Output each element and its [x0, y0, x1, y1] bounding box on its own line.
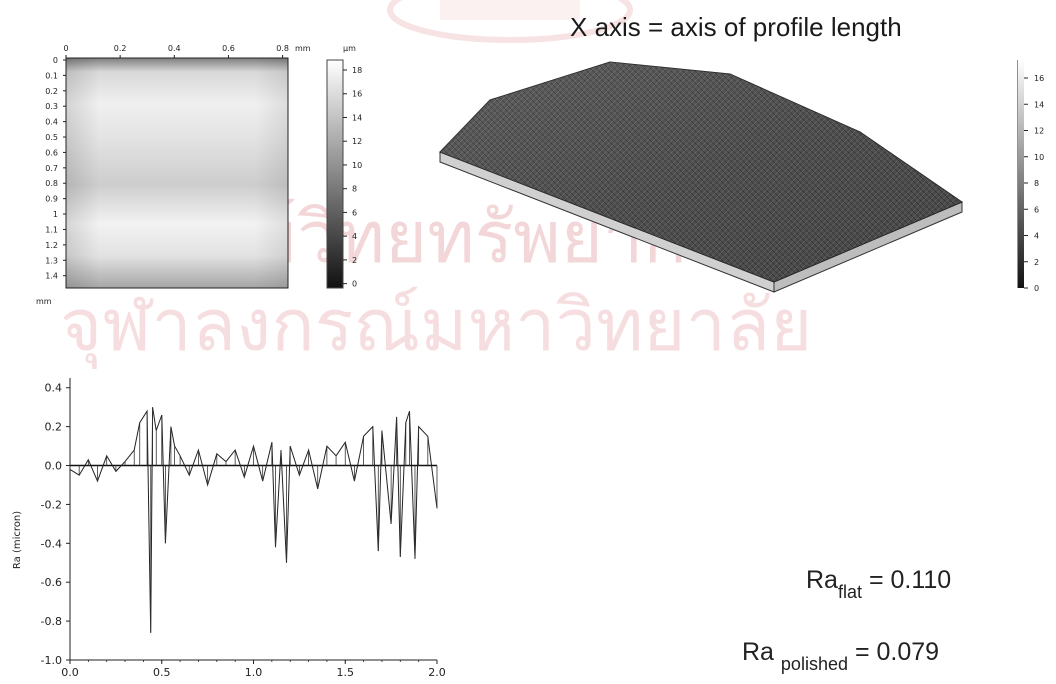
ra-polished-result: Ra polished = 0.079: [742, 638, 940, 674]
height-map-scale-label: 6: [352, 208, 357, 217]
height-map-scale-label: 14: [352, 113, 362, 122]
height-map-x-tick-label: 0.2: [114, 44, 127, 53]
height-map-y-tick-label: 0.3: [45, 102, 58, 111]
height-map-y-tick-label: 0.9: [45, 195, 58, 204]
height-map-y-tick-label: 0.7: [45, 164, 58, 173]
height-map-scale-label: 16: [352, 90, 362, 99]
surface-scale-ticks: 16 14 12 10 8 6 4 2 0: [1024, 74, 1044, 293]
height-map-scale-ticks: 18 16 14 12 10 8 6 4 2 0: [343, 66, 362, 289]
chart-x-tick-label: 0.5: [153, 666, 171, 679]
surface-scale-label: 0: [1034, 284, 1039, 293]
surface-3d: 16 14 12 10 8 6 4 2 0: [439, 60, 1044, 293]
height-map-scale-label: 18: [352, 66, 362, 75]
height-map-color-scale: [326, 59, 344, 289]
chart-y-tick-label: -0.4: [41, 537, 62, 550]
page-heading: X axis = axis of profile length: [570, 12, 902, 42]
ra-flat-subscript: flat: [837, 582, 862, 602]
height-map-x-tick-label: 0.4: [168, 44, 181, 53]
surface-scale-label: 10: [1034, 153, 1044, 162]
height-map-scale-label: 10: [352, 161, 362, 170]
height-map-y-tick-label: 0.1: [45, 71, 58, 80]
height-map-scale-label: 8: [352, 185, 357, 194]
height-map-x-axis: 0 0.2 0.4 0.6 0.8: [63, 44, 289, 58]
chart-y-tick-label: -0.2: [41, 498, 62, 511]
chart-axes: 0.40.20.0-0.2-0.4-0.6-0.8-1.00.0 0.5 1.0 1.…: [41, 378, 446, 679]
chart-y-tick-label: -0.8: [41, 615, 62, 628]
surface-scale-label: 16: [1034, 74, 1044, 83]
height-map-x-unit: mm: [295, 44, 311, 53]
height-map-y-tick-label: 1.4: [45, 272, 58, 281]
height-map-y-tick-label: 0.8: [45, 179, 58, 188]
surface-scale-label: 8: [1034, 179, 1039, 188]
height-map-scale-label: 2: [352, 256, 357, 265]
chart-x-tick-label: 1.5: [337, 666, 355, 679]
height-map-scale-label: 0: [352, 280, 357, 289]
height-map-x-tick-label: 0.8: [276, 44, 289, 53]
chart-x-tick-label: 1.0: [245, 666, 263, 679]
ra-polished-subscript: polished: [780, 654, 848, 674]
surface-color-scale: [1018, 60, 1024, 288]
height-map-y-tick-label: 1.3: [45, 256, 58, 265]
height-map-y-tick-label: 1: [53, 210, 58, 219]
ra-polished-value: = 0.079: [854, 638, 940, 666]
chart-plot-area: [69, 407, 438, 633]
chart-y-tick-label: -1.0: [41, 654, 62, 667]
height-map-scale-unit: µm: [343, 44, 356, 53]
chart-y-tick-label: 0.0: [45, 460, 63, 473]
height-map-scale-label: 12: [352, 137, 362, 146]
height-map-y-tick-label: 0.2: [45, 87, 58, 96]
height-map-scale-label: 4: [352, 232, 357, 241]
ra-polished-label: Ra: [742, 638, 774, 666]
height-map-y-tick-label: 0.4: [45, 118, 58, 127]
height-map: 0 0.2 0.4 0.6 0.8 mm 00.10.20.30.40.50.60.70…: [36, 44, 362, 306]
chart-y-label: Ra (micron): [12, 511, 23, 569]
height-map-y-tick-label: 0.5: [45, 133, 58, 142]
height-map-y-tick-label: 1.2: [45, 241, 58, 250]
height-map-y-axis: 0 0.1 0.2 0.3 0.4 0.5 0.6 0.7 0.8 0.9 1 1.1 1.2 1.3 1.…: [45, 56, 66, 281]
chart-x-tick-label: 0.0: [61, 666, 79, 679]
height-map-y-tick-label: 1.1: [45, 225, 58, 234]
height-map-y-tick-label: 0.6: [45, 148, 58, 157]
ra-flat-label: Ra: [806, 566, 838, 594]
chart-series-line: [69, 407, 438, 633]
ra-flat-result: Raflat = 0.110: [806, 566, 952, 602]
chart-y-tick-label: 0.2: [45, 421, 63, 434]
surface-scale-label: 6: [1034, 205, 1039, 214]
height-map-x-tick-label: 0.6: [222, 44, 235, 53]
surface-scale-label: 4: [1034, 232, 1039, 241]
surface-scale-label: 14: [1034, 100, 1044, 109]
chart-x-tick-label: 2.0: [428, 666, 446, 679]
ra-flat-value: = 0.110: [868, 566, 952, 594]
chart-y-tick-label: 0.4: [45, 382, 63, 395]
surface-scale-label: 12: [1034, 127, 1044, 136]
height-map-x-tick-label: 0: [63, 44, 68, 53]
chart-y-tick-label: -0.6: [41, 576, 62, 589]
ra-profile-chart: Ra (micron) 0.4 0.2 0.0 -0.2 -0.4 -0.6 -0.8 -1.…: [12, 378, 446, 679]
height-map-y-unit: mm: [36, 297, 52, 306]
surface-scale-label: 2: [1034, 258, 1039, 267]
height-map-y-tick-label: 0: [53, 56, 58, 65]
